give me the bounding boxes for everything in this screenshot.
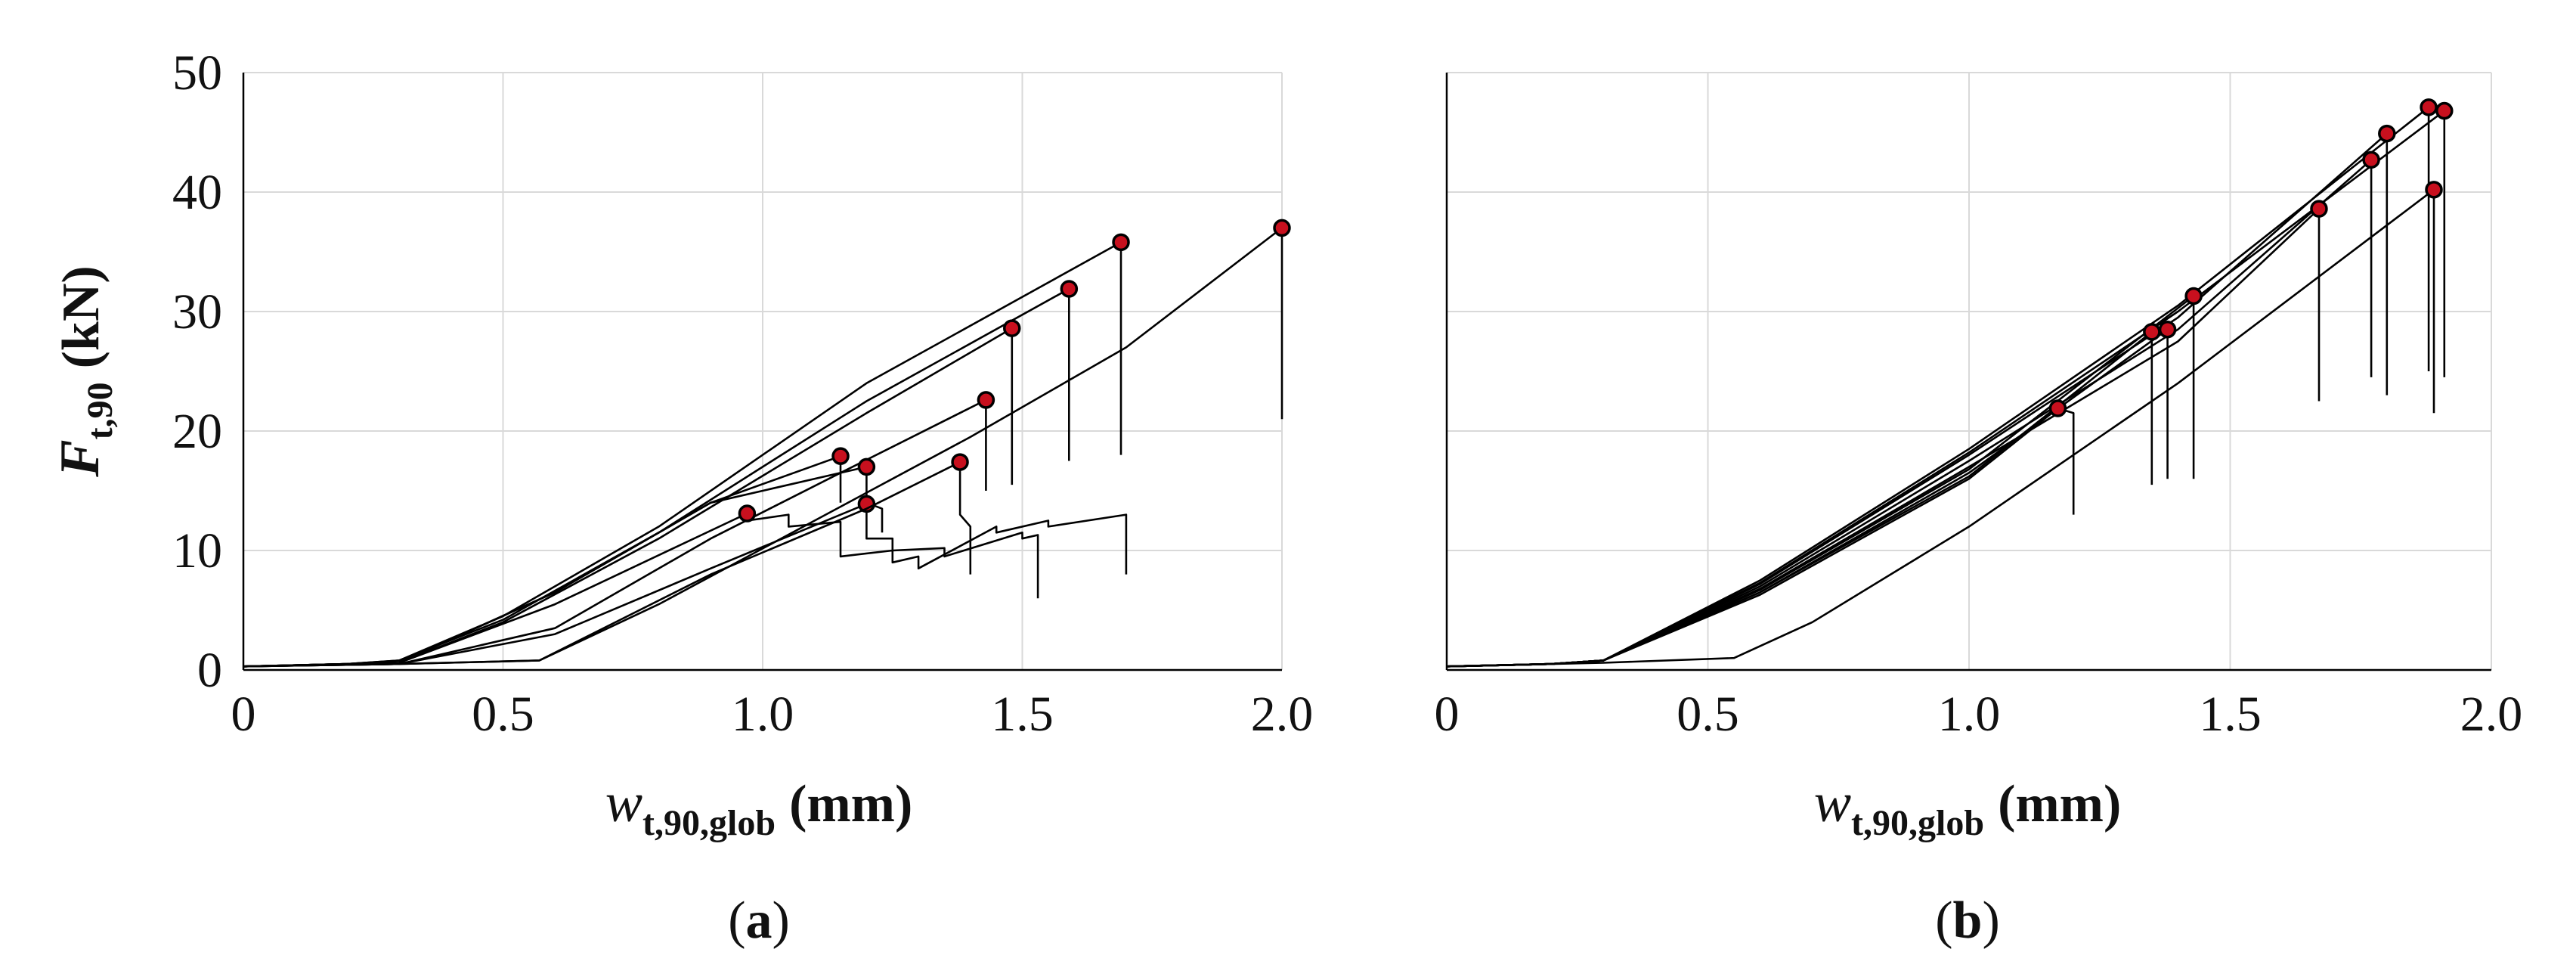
x-tick-label: 0.5: [1677, 687, 1739, 742]
x-tick-label: 2.0: [1251, 687, 1314, 742]
series-a9: [243, 453, 972, 668]
panel-caption-letter: a: [746, 892, 772, 950]
y-axis-title-subscript: t,90: [80, 382, 120, 439]
series-line: [1446, 188, 2435, 668]
series-a1: [243, 233, 1130, 668]
series-a5: [243, 391, 995, 668]
series-a6: [243, 447, 850, 668]
series-line: [1446, 159, 2373, 668]
y-axis-title: Ft,90 (kN): [49, 265, 120, 477]
panel-caption-open: (: [728, 892, 745, 950]
y-tick-label: 10: [172, 523, 222, 578]
x-axis-title: wt,90,glob (mm): [605, 772, 913, 843]
peak-marker: [831, 447, 850, 465]
series-line: [1446, 132, 2389, 668]
series-line: [243, 461, 972, 668]
y-tick-label: 50: [172, 45, 222, 101]
peak-marker: [951, 453, 969, 471]
series-b6: [1446, 287, 2203, 668]
x-axis-title: wt,90,glob (mm): [1814, 772, 2122, 843]
peak-marker: [2158, 320, 2177, 339]
panel-caption-letter: b: [1953, 892, 1983, 950]
x-tick-label: 0: [231, 687, 256, 742]
series-line: [243, 241, 1122, 668]
peak-marker: [2420, 98, 2438, 116]
series-group: [1446, 98, 2454, 668]
series-line: [1446, 328, 2169, 668]
series-a8: [243, 495, 1039, 668]
peak-marker: [1060, 280, 1079, 298]
x-tick-label: 1.5: [2199, 687, 2262, 742]
peak-marker: [2143, 323, 2161, 341]
series-line: [1446, 207, 2321, 668]
peak-marker: [1003, 319, 1021, 337]
series-line: [1446, 295, 2195, 668]
x-tick-label: 1.0: [732, 687, 794, 742]
peak-marker: [1112, 233, 1130, 252]
series-line: [243, 503, 1039, 668]
series-a2: [243, 280, 1079, 668]
series-line: [1446, 110, 2446, 668]
x-axis-title-main: w: [1814, 772, 1851, 834]
series-line: [243, 454, 842, 668]
series-b2: [1446, 101, 2454, 668]
y-axis-title-unit: (kN): [52, 265, 110, 368]
peak-marker: [738, 504, 757, 523]
series-line: [243, 287, 1070, 668]
peak-marker: [2378, 124, 2396, 143]
x-axis-title-subscript: t,90,glob: [642, 803, 776, 843]
series-a10: [243, 504, 1128, 668]
peak-marker: [2362, 150, 2380, 169]
peak-marker: [2435, 101, 2454, 120]
series-b1: [1446, 98, 2438, 668]
x-tick-label: 0: [1435, 687, 1460, 742]
series-line: [243, 466, 884, 668]
panel-caption: (a): [728, 892, 790, 950]
peak-marker: [977, 391, 995, 409]
peak-marker: [857, 457, 876, 476]
y-tick-label: 20: [172, 404, 222, 459]
series-line: [243, 399, 987, 668]
series-a4: [243, 219, 1291, 668]
x-tick-labels: 0 0.5 1.0 1.5 2.0: [231, 687, 1314, 742]
peak-marker: [2048, 399, 2067, 417]
series-b4: [1446, 150, 2380, 668]
panel-caption-close: ): [1982, 892, 1999, 950]
peak-marker: [2310, 200, 2328, 218]
x-axis-title-subscript: t,90,glob: [1851, 803, 1984, 843]
series-group: [243, 219, 1291, 668]
series-b8: [1446, 323, 2161, 668]
series-line: [1446, 330, 2153, 668]
panel-caption-close: ): [772, 892, 790, 950]
panel-caption: (b): [1935, 892, 2000, 950]
series-line: [1446, 106, 2430, 668]
chart-panel-b: 0 0.5 1.0 1.5 2.0 wt,90,glob (mm) (b): [1435, 72, 2523, 950]
x-axis-title-main: w: [605, 772, 642, 834]
series-b10: [1446, 181, 2443, 668]
x-tick-label: 0.5: [472, 687, 534, 742]
series-b3: [1446, 124, 2396, 668]
x-axis-title-unit: (mm): [789, 775, 912, 833]
panel-caption-open: (: [1935, 892, 1952, 950]
chart-panel-a: 0 0.5 1.0 1.5 2.0 0 10 20 30 40 50 wt,90,glob (mm) Ft…: [49, 45, 1313, 950]
x-tick-labels: 0 0.5 1.0 1.5 2.0: [1435, 687, 2523, 742]
x-tick-label: 1.5: [991, 687, 1054, 742]
peak-marker: [2425, 181, 2443, 199]
y-axis-title-main: F: [49, 439, 111, 477]
peak-marker: [2184, 287, 2203, 305]
gridlines: [1447, 72, 2492, 670]
peak-marker: [1273, 219, 1291, 237]
y-tick-label: 0: [197, 643, 222, 698]
x-tick-label: 1.0: [1938, 687, 2001, 742]
gridlines: [243, 72, 1283, 670]
x-axis-title-unit: (mm): [1998, 775, 2121, 833]
y-tick-label: 30: [172, 284, 222, 340]
series-b7: [1446, 320, 2177, 668]
y-tick-labels: 0 10 20 30 40 50: [172, 45, 222, 698]
x-tick-label: 2.0: [2460, 687, 2523, 742]
y-tick-label: 40: [172, 165, 222, 220]
series-a7: [243, 457, 884, 668]
